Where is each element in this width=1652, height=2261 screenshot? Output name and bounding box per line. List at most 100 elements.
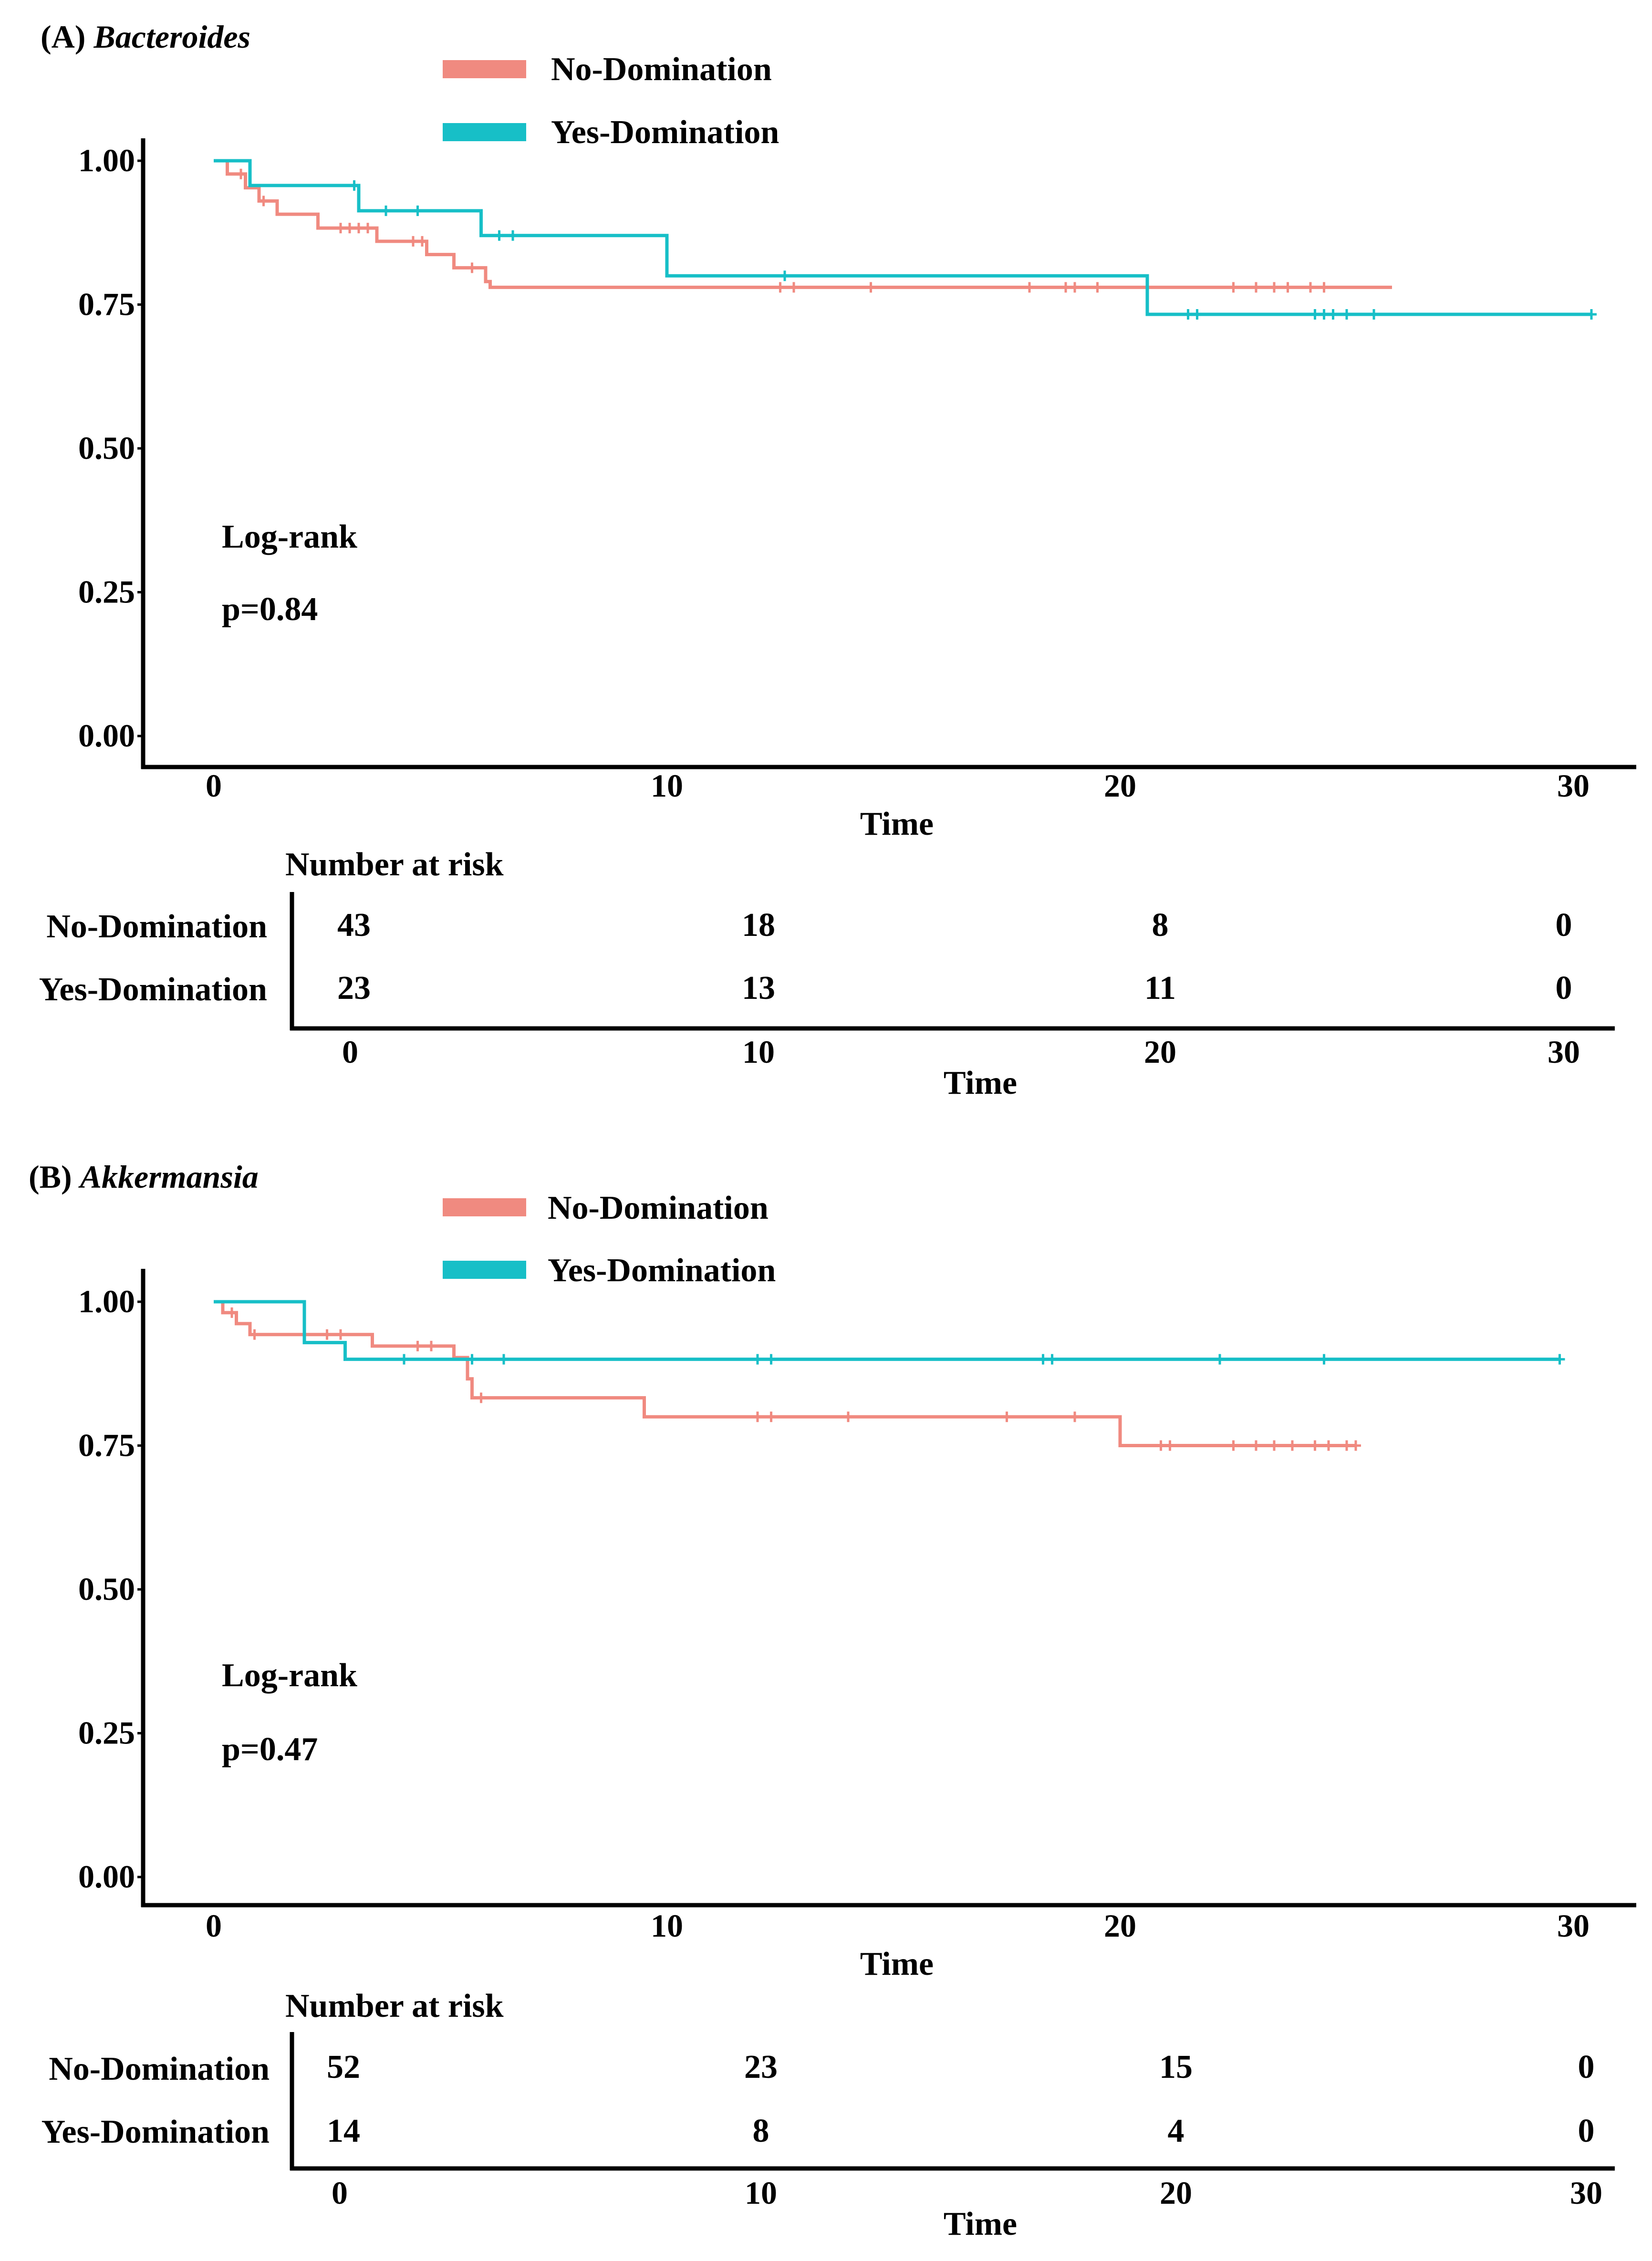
risk-x-tick-label: 0 bbox=[342, 1034, 358, 1070]
y-axis-ticks: 0.00 0.25 0.50 0.75 1.00 bbox=[78, 1283, 143, 1895]
censor-mark-no-domination bbox=[1001, 1411, 1012, 1422]
risk-count: 14 bbox=[327, 2113, 360, 2149]
censor-mark-no-domination bbox=[1282, 282, 1293, 293]
censor-mark-no-domination bbox=[335, 1329, 346, 1340]
censor-mark-yes-domination bbox=[1047, 1354, 1058, 1365]
censor-mark-no-domination bbox=[1164, 1440, 1175, 1451]
risk-table-title: Number at risk bbox=[285, 846, 504, 883]
censor-mark-no-domination bbox=[1228, 282, 1239, 293]
censor-mark-no-domination bbox=[1309, 1440, 1320, 1451]
legend-no-swatch bbox=[443, 1198, 526, 1216]
censor-mark-yes-domination bbox=[508, 230, 518, 241]
x-tick-label: 30 bbox=[1557, 1908, 1590, 1944]
censor-mark-yes-domination bbox=[467, 1354, 478, 1365]
risk-x-tick-label: 10 bbox=[745, 2175, 777, 2211]
y-axis-ticks: 0.00 0.25 0.50 0.75 1.00 bbox=[78, 142, 143, 754]
censor-mark-no-domination bbox=[1341, 1440, 1352, 1451]
censor-mark-no-domination bbox=[1070, 1411, 1080, 1422]
risk-count: 18 bbox=[742, 907, 775, 944]
y-tick-label: 0.00 bbox=[78, 717, 135, 754]
censor-mark-yes-domination bbox=[1369, 309, 1379, 320]
y-tick-label: 1.00 bbox=[78, 142, 135, 178]
censor-mark-yes-domination bbox=[499, 1354, 509, 1365]
censor-mark-no-domination bbox=[766, 1411, 777, 1422]
censor-mark-no-domination bbox=[236, 168, 246, 179]
risk-x-tick-label: 30 bbox=[1570, 2175, 1602, 2211]
risk-x-tick-label: 0 bbox=[332, 2175, 348, 2211]
censor-mark-no-domination bbox=[1155, 1440, 1166, 1451]
censor-mark-no-domination bbox=[227, 1307, 237, 1318]
p-value: p=0.47 bbox=[222, 1731, 318, 1768]
risk-count: 23 bbox=[337, 970, 371, 1006]
censor-mark-yes-domination bbox=[1309, 309, 1320, 320]
censor-mark-no-domination bbox=[335, 223, 346, 234]
km-curves bbox=[214, 1300, 1565, 1451]
risk-table-title: Number at risk bbox=[285, 1988, 504, 2024]
censor-mark-yes-domination bbox=[779, 270, 790, 281]
x-tick-label: 10 bbox=[651, 1908, 683, 1944]
censor-mark-yes-domination bbox=[1586, 309, 1597, 320]
censor-mark-no-domination bbox=[344, 223, 355, 234]
y-tick-label: 0.25 bbox=[78, 574, 135, 610]
censor-mark-yes-domination bbox=[766, 1354, 777, 1365]
censor-mark-no-domination bbox=[426, 1340, 436, 1351]
x-tick-label: 0 bbox=[206, 767, 222, 804]
censor-mark-no-domination bbox=[775, 282, 786, 293]
legend-yes-swatch bbox=[443, 123, 526, 141]
legend-yes-swatch bbox=[443, 1261, 526, 1279]
censor-mark-yes-domination bbox=[412, 205, 423, 216]
panel-a: (A) Bacteroides No-Domination Yes-Domina… bbox=[39, 19, 1636, 1101]
km-curves bbox=[214, 159, 1597, 320]
censor-mark-no-domination bbox=[322, 1329, 332, 1340]
censor-mark-yes-domination bbox=[1319, 309, 1330, 320]
censor-mark-no-domination bbox=[1351, 1440, 1361, 1451]
censor-mark-yes-domination bbox=[1319, 1354, 1330, 1365]
risk-row-no-label: No-Domination bbox=[46, 908, 267, 945]
panel-b-label: (B) Akkermansia bbox=[29, 1159, 259, 1195]
risk-table-cells: 52 23 15 0 14 8 4 0 0 10 20 30 bbox=[327, 2049, 1602, 2211]
risk-count: 0 bbox=[1578, 2049, 1595, 2085]
legend-no-label: No-Domination bbox=[548, 1190, 769, 1226]
x-axis-title: Time bbox=[860, 1946, 934, 1982]
log-rank-label: Log-rank bbox=[222, 519, 357, 555]
censor-mark-no-domination bbox=[1319, 282, 1330, 293]
y-tick-label: 0.50 bbox=[78, 1571, 135, 1607]
risk-count: 23 bbox=[744, 2049, 778, 2085]
censor-mark-no-domination bbox=[1070, 282, 1080, 293]
censor-mark-yes-domination bbox=[1554, 1354, 1565, 1365]
risk-x-tick-label: 20 bbox=[1160, 2175, 1192, 2211]
censor-mark-yes-domination bbox=[1341, 309, 1352, 320]
risk-row-yes-label: Yes-Domination bbox=[42, 2114, 270, 2150]
legend-no-label: No-Domination bbox=[551, 51, 772, 88]
risk-count: 13 bbox=[742, 970, 775, 1006]
censor-mark-yes-domination bbox=[1192, 309, 1203, 320]
risk-x-tick-label: 30 bbox=[1548, 1034, 1580, 1070]
risk-x-tick-label: 20 bbox=[1144, 1034, 1176, 1070]
km-line-yes-domination bbox=[214, 1300, 1560, 1361]
censor-mark-yes-domination bbox=[1038, 1354, 1049, 1365]
censor-mark-no-domination bbox=[1269, 282, 1279, 293]
risk-count: 8 bbox=[753, 2113, 769, 2149]
x-axis-title: Time bbox=[860, 806, 934, 842]
x-tick-label: 30 bbox=[1557, 767, 1590, 804]
censor-mark-no-domination bbox=[1287, 1440, 1298, 1451]
censor-mark-yes-domination bbox=[1328, 309, 1339, 320]
censor-mark-yes-domination bbox=[399, 1354, 409, 1365]
x-tick-label: 0 bbox=[206, 1908, 222, 1944]
x-tick-label: 20 bbox=[1104, 767, 1136, 804]
censor-mark-no-domination bbox=[1251, 1440, 1261, 1451]
km-line-no-domination bbox=[214, 159, 1392, 289]
risk-row-no-label: No-Domination bbox=[49, 2051, 270, 2087]
censor-mark-no-domination bbox=[1060, 282, 1071, 293]
risk-count: 4 bbox=[1168, 2113, 1184, 2149]
censor-mark-no-domination bbox=[1323, 1440, 1334, 1451]
censor-mark-no-domination bbox=[1024, 282, 1035, 293]
km-line-no-domination bbox=[214, 1300, 1356, 1447]
censor-mark-yes-domination bbox=[349, 180, 360, 191]
risk-count: 52 bbox=[327, 2049, 360, 2085]
legend-yes-label: Yes-Domination bbox=[548, 1252, 776, 1289]
censor-mark-yes-domination bbox=[752, 1354, 763, 1365]
risk-table-xlabel: Time bbox=[944, 2206, 1017, 2242]
censor-mark-no-domination bbox=[467, 262, 478, 273]
